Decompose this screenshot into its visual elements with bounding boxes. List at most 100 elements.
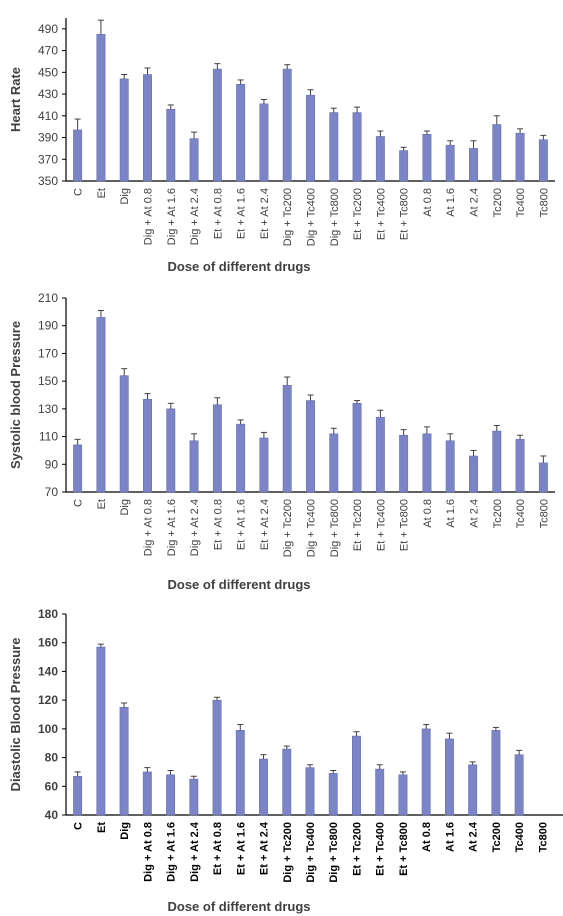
bar [306, 94, 315, 182]
bar [143, 398, 152, 493]
x-tick-label: At 1.6 [445, 499, 457, 528]
y-tick-label: 140 [38, 664, 58, 678]
bar [96, 317, 106, 493]
x-tick-label: Dig + At 2.4 [189, 499, 201, 556]
x-tick-label: Dig + At 2.4 [189, 188, 201, 245]
bar [538, 139, 548, 182]
x-tick-label: At 0.8 [421, 822, 433, 852]
y-tick-label: 410 [38, 109, 58, 123]
bar [329, 112, 339, 182]
x-tick-label: At 1.6 [445, 188, 457, 217]
bar [189, 138, 199, 182]
x-tick-label: Et + Tc400 [375, 499, 387, 551]
bar [305, 767, 315, 816]
bar [235, 730, 245, 816]
y-tick-label: 180 [38, 607, 58, 621]
x-tick-label: Et + At 1.6 [236, 499, 248, 550]
x-tick-label: At 0.8 [422, 188, 434, 217]
y-tick-label: 130 [38, 402, 58, 416]
x-tick-label: Et + At 2.4 [259, 188, 271, 239]
x-tick-label: Et + At 1.6 [236, 188, 248, 239]
bar [96, 646, 106, 816]
y-tick-label: 80 [45, 751, 59, 765]
x-tick-label: C [73, 188, 85, 196]
x-tick-label: Et + At 0.8 [212, 188, 224, 239]
y-tick-label: 160 [38, 636, 58, 650]
x-tick-label: Tc800 [538, 188, 550, 217]
bar [189, 440, 199, 493]
x-tick-label: Dig + At 0.8 [143, 188, 155, 245]
x-tick-label: Dig [119, 188, 131, 205]
bar [538, 462, 548, 493]
bar [421, 728, 431, 816]
x-tick-label: Dig + Tc800 [329, 499, 341, 557]
y-tick-label: 60 [45, 779, 59, 793]
bar [328, 773, 338, 816]
x-tick-label: Tc200 [492, 188, 504, 217]
bar [445, 144, 455, 182]
x-tick-label: Dig + Tc400 [306, 499, 318, 557]
x-tick-label: At 0.8 [422, 499, 434, 528]
x-tick-label: Et + Tc200 [351, 822, 363, 876]
x-tick-label: Dig [119, 499, 131, 516]
bar [306, 400, 315, 493]
bar [282, 748, 292, 816]
x-tick-label: Et + Tc800 [399, 499, 411, 551]
x-tick-label: Dig + At 1.6 [166, 822, 178, 882]
bar [96, 34, 106, 182]
bar [166, 109, 176, 182]
bar [329, 433, 339, 493]
y-axis-title: Heart Rate [8, 67, 23, 132]
x-tick-label: Tc400 [514, 822, 526, 852]
bar [375, 416, 385, 493]
y-tick-label: 90 [45, 457, 59, 471]
x-tick-label: Dig + Tc200 [282, 188, 294, 246]
x-tick-label: Dig + At 0.8 [142, 822, 154, 882]
x-tick-label: Dig + Tc800 [329, 188, 341, 246]
x-tick-label: Et + Tc200 [352, 188, 364, 240]
y-tick-label: 110 [39, 430, 58, 444]
x-tick-label: Et [96, 188, 108, 198]
bar [515, 439, 525, 493]
bar [375, 768, 385, 816]
x-axis-title: Dose of different drugs [167, 259, 310, 274]
bar [73, 129, 83, 182]
bar [492, 124, 502, 182]
bar [469, 455, 478, 493]
x-tick-label: Et + Tc400 [375, 822, 387, 876]
x-tick-label: Dig + At 0.8 [143, 499, 155, 556]
x-tick-label: Tc800 [537, 822, 549, 852]
x-tick-label: Dig + Tc200 [282, 822, 294, 883]
bar [352, 112, 362, 182]
x-tick-label: Dig [119, 822, 131, 840]
y-tick-label: 430 [38, 87, 58, 101]
x-tick-label: At 2.4 [469, 188, 481, 217]
y-tick-label: 40 [45, 808, 59, 822]
x-tick-label: Tc400 [515, 499, 527, 528]
bar [73, 444, 83, 493]
bar [282, 385, 292, 493]
bar [422, 134, 432, 182]
x-axis-title: Dose of different drugs [167, 899, 310, 914]
x-tick-label: At 1.6 [444, 822, 456, 852]
bar [491, 730, 501, 816]
bar [236, 423, 246, 493]
x-tick-label: C [73, 822, 85, 830]
bar [352, 735, 361, 816]
bar [119, 707, 129, 816]
x-tick-label: Tc800 [538, 499, 550, 528]
bar [142, 771, 152, 816]
bar [119, 375, 129, 493]
chart-panel-2: 70 90 110 130 150 170 190 210 C Et Dig Dig + At 0.8… [8, 291, 555, 592]
bar [212, 699, 222, 816]
bar [445, 440, 455, 493]
x-tick-label: Dig + Tc400 [306, 188, 318, 246]
x-tick-label: Dig + At 1.6 [166, 188, 178, 245]
y-tick-label: 210 [38, 291, 58, 305]
y-tick-label: 150 [38, 374, 58, 388]
x-tick-label: Et + Tc200 [352, 499, 364, 551]
y-tick-label: 370 [38, 152, 58, 166]
y-tick-label: 100 [38, 722, 58, 736]
bar [398, 774, 408, 816]
x-tick-label: Et [96, 499, 108, 509]
